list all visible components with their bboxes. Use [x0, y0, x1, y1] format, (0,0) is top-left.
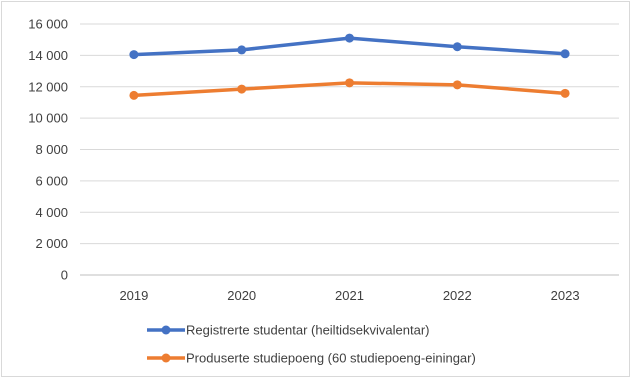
data-point: [129, 50, 139, 60]
y-tick-label: 2 000: [35, 236, 68, 251]
y-tick-label: 14 000: [28, 48, 68, 63]
legend-label: Registrerte studentar (heiltidsekvivalen…: [186, 323, 430, 338]
data-point: [560, 49, 570, 59]
x-tick-label: 2023: [551, 288, 580, 303]
x-tick-label: 2019: [119, 288, 148, 303]
legend-swatch-marker: [161, 325, 171, 335]
x-axis-ticks: 2019 2020 2021 2022 2023: [119, 288, 579, 303]
data-point: [560, 88, 570, 98]
y-tick-label: 12 000: [28, 79, 68, 94]
x-tick-label: 2022: [443, 288, 472, 303]
data-point: [345, 33, 354, 43]
legend-item: Produserte studiepoeng (60 studiepoeng-e…: [147, 351, 476, 366]
y-tick-label: 6 000: [35, 173, 68, 188]
series-1: [129, 33, 570, 60]
y-tick-label: 16 000: [28, 17, 68, 32]
legend-label: Produserte studiepoeng (60 studiepoeng-e…: [186, 351, 476, 366]
data-point: [237, 84, 247, 94]
gridlines: [80, 23, 619, 276]
series-2: [129, 78, 570, 100]
x-tick-label: 2021: [335, 288, 364, 303]
y-tick-label: 4 000: [35, 205, 68, 220]
y-tick-label: 8 000: [35, 142, 68, 157]
y-tick-label: 0: [61, 268, 68, 283]
series-lines: [129, 33, 570, 100]
data-point: [237, 45, 247, 55]
x-tick-label: 2020: [227, 288, 256, 303]
data-point: [345, 78, 354, 88]
y-axis-ticks: 0 2 000 4 000 6 000 8 000 10 000 12 000 14 000 1…: [28, 17, 68, 283]
legend-item: Registrerte studentar (heiltidsekvivalen…: [147, 323, 430, 338]
y-tick-label: 10 000: [28, 111, 68, 126]
data-point: [452, 80, 462, 90]
data-point: [129, 90, 139, 100]
legend-swatch-marker: [161, 353, 171, 363]
data-point: [452, 42, 462, 52]
legend: Registrerte studentar (heiltidsekvivalen…: [147, 323, 476, 366]
